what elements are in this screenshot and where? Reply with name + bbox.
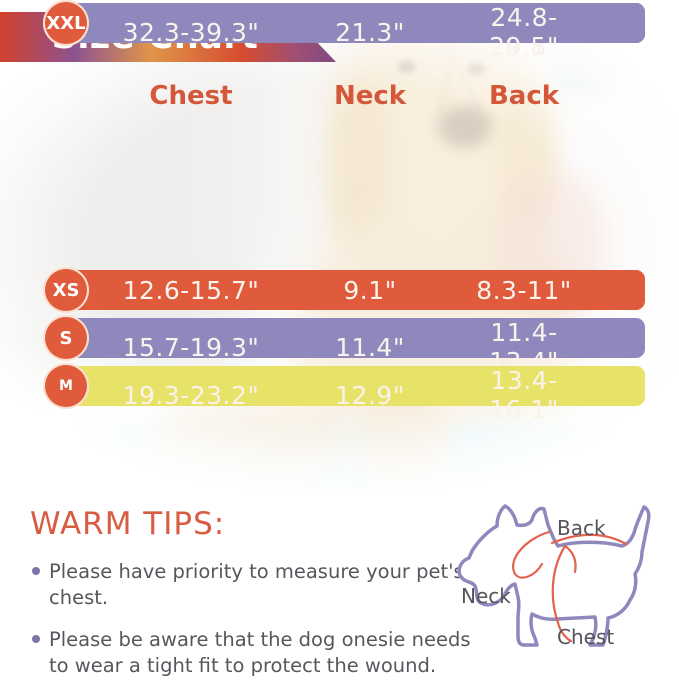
size-chart-infographic: Size Chart Chest Neck Back 12.6-15.7" 9.… bbox=[0, 0, 679, 677]
neck-value: 12.9" bbox=[335, 380, 405, 410]
size-bar: 12.6-15.7" 9.1" 8.3-11" bbox=[57, 270, 645, 310]
diagram-label-back: Back bbox=[557, 516, 606, 540]
size-badge: XXL bbox=[43, 0, 89, 46]
neck-value: 9.1" bbox=[343, 275, 397, 305]
column-header-neck: Neck bbox=[333, 81, 407, 111]
table-column-headers: Chest Neck Back bbox=[57, 80, 645, 112]
warm-tip-item: Please have priority to measure your pet… bbox=[30, 559, 480, 610]
chest-measure-line-top bbox=[563, 544, 577, 574]
chest-value: 32.3-39.3" bbox=[122, 17, 260, 47]
chest-measure-line bbox=[551, 544, 573, 643]
warm-tips-section: WARM TIPS: Please have priority to measu… bbox=[30, 506, 480, 696]
back-value: 24.8-29.5" bbox=[489, 3, 559, 61]
size-bar: 19.3-23.2" 12.9" 13.4-16.1" bbox=[57, 366, 645, 424]
size-badge: S bbox=[43, 315, 89, 361]
back-value: 13.4-16.1" bbox=[489, 366, 559, 424]
dog-outline-drawing bbox=[457, 504, 651, 647]
neck-value: 21.3" bbox=[335, 17, 405, 47]
back-value: 8.3-11" bbox=[476, 275, 572, 305]
size-bar: 32.3-39.3" 21.3" 24.8-29.5" bbox=[57, 3, 645, 61]
back-measure-line bbox=[550, 533, 628, 546]
diagram-label-chest: Chest bbox=[557, 625, 615, 649]
size-badge: XS bbox=[43, 267, 89, 313]
chest-value: 15.7-19.3" bbox=[122, 332, 260, 362]
table-row-s: 15.7-19.3" 11.4" 11.4-13.4" S bbox=[0, 315, 679, 376]
column-header-back: Back bbox=[488, 81, 560, 111]
size-badge: M bbox=[43, 363, 89, 409]
size-bar: 15.7-19.3" 11.4" 11.4-13.4" bbox=[57, 318, 645, 376]
table-row-m: 19.3-23.2" 12.9" 13.4-16.1" M bbox=[0, 363, 679, 424]
background-photo bbox=[0, 0, 679, 512]
photo-vignette bbox=[0, 0, 679, 512]
table-row-xxl: 32.3-39.3" 21.3" 24.8-29.5" XXL bbox=[0, 0, 679, 61]
measurement-diagram: Back Neck Chest bbox=[445, 494, 679, 658]
diagram-label-neck: Neck bbox=[461, 584, 511, 608]
neck-value: 11.4" bbox=[335, 332, 405, 362]
neck-measure-line bbox=[512, 530, 551, 579]
warm-tips-heading: WARM TIPS: bbox=[30, 506, 226, 542]
warm-tip-item: Please be aware that the dog onesie need… bbox=[30, 627, 480, 678]
column-header-chest: Chest bbox=[149, 81, 233, 111]
table-row-xs: 12.6-15.7" 9.1" 8.3-11" XS bbox=[0, 267, 679, 313]
chest-value: 19.3-23.2" bbox=[122, 380, 260, 410]
chest-value: 12.6-15.7" bbox=[122, 275, 260, 305]
warm-tips-list: Please have priority to measure your pet… bbox=[30, 559, 480, 679]
